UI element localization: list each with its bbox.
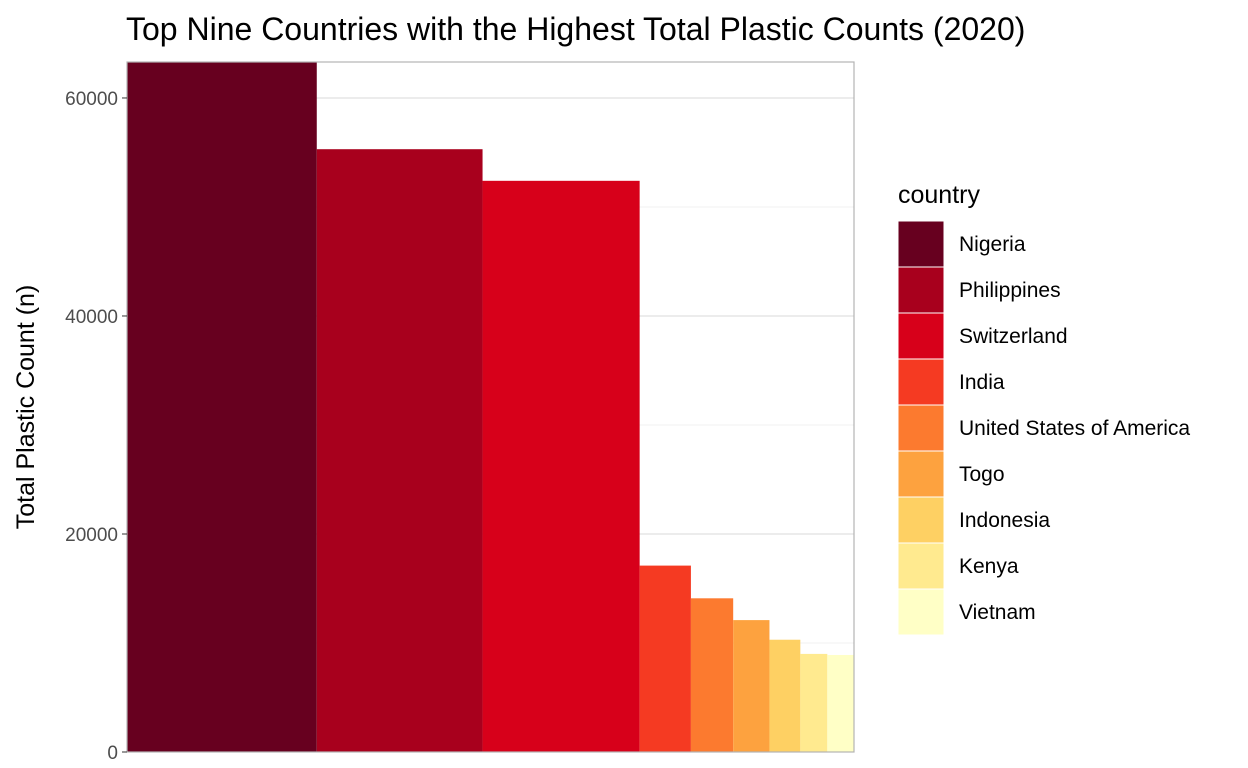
y-tick-label: 60000 — [65, 89, 118, 110]
bar-switzerland — [482, 180, 640, 752]
legend-label-philippines: Philippines — [959, 279, 1061, 302]
bar-kenya — [800, 653, 828, 752]
legend-key-philippines — [897, 266, 945, 314]
y-axis: 0 20000 40000 60000 — [65, 89, 127, 764]
legend-key-nigeria — [897, 220, 945, 268]
legend-key-switzerland — [897, 312, 945, 360]
legend-label-nigeria: Nigeria — [959, 233, 1026, 256]
y-axis-title: Total Plastic Count (n) — [12, 285, 40, 530]
legend-label-indonesia: Indonesia — [959, 509, 1050, 532]
legend-label-togo: Togo — [959, 463, 1005, 486]
legend-key-indonesia — [897, 496, 945, 544]
legend-label-india: India — [959, 371, 1005, 394]
plot-panel-border — [126, 61, 855, 753]
legend-key-togo — [897, 450, 945, 498]
bar-indonesia — [769, 639, 801, 752]
bar-togo — [733, 620, 770, 752]
bar-india — [639, 565, 691, 752]
bar-philippines — [316, 149, 483, 752]
legend-key-united-states-of-america — [897, 404, 945, 452]
legend-label-united-states-of-america: United States of America — [959, 417, 1190, 440]
bar-united-states-of-america — [690, 598, 734, 752]
legend-key-kenya — [897, 542, 945, 590]
legend-label-vietnam: Vietnam — [959, 601, 1036, 624]
bar-nigeria — [127, 62, 317, 752]
legend-key-india — [897, 358, 945, 406]
y-tick-label: 0 — [107, 743, 118, 764]
legend: country Nigeria Philippines Switzerland Ind… — [897, 181, 1190, 636]
bar-vietnam — [827, 654, 854, 752]
y-tick-label: 40000 — [65, 307, 118, 328]
chart-title: Top Nine Countries with the Highest Tota… — [126, 11, 1025, 47]
y-tick-label: 20000 — [65, 525, 118, 546]
legend-key-vietnam — [897, 588, 945, 636]
legend-title: country — [898, 181, 980, 209]
legend-label-switzerland: Switzerland — [959, 325, 1068, 348]
legend-label-kenya: Kenya — [959, 555, 1019, 578]
bars — [127, 62, 854, 752]
